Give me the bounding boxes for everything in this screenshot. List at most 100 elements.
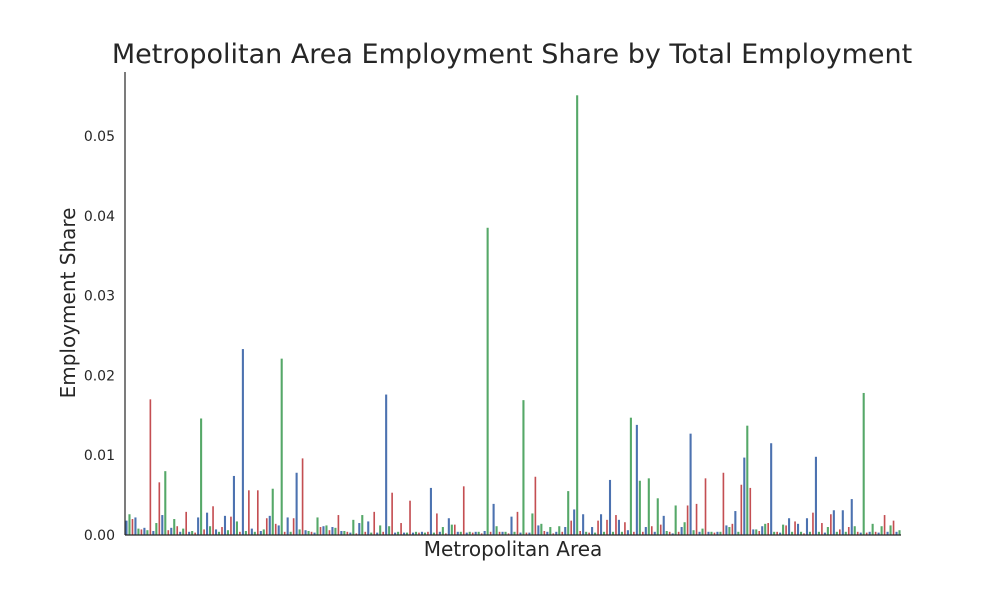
bar xyxy=(411,532,415,535)
y-axis-label: Employment Share xyxy=(56,208,80,399)
bar xyxy=(537,525,540,535)
bar xyxy=(343,531,346,535)
bar xyxy=(331,527,334,535)
bar xyxy=(429,487,432,535)
bar xyxy=(322,526,325,535)
bar xyxy=(173,519,176,535)
bar xyxy=(235,521,238,535)
bar xyxy=(534,476,537,535)
bar xyxy=(606,519,608,535)
bar xyxy=(898,530,901,535)
bar xyxy=(680,527,683,535)
bar xyxy=(799,531,803,535)
bar xyxy=(722,472,725,535)
bar xyxy=(492,503,495,535)
bar xyxy=(558,526,561,535)
bar xyxy=(146,530,149,535)
bar xyxy=(794,521,796,535)
bar xyxy=(477,531,480,535)
bar xyxy=(352,519,355,535)
bar xyxy=(585,531,588,535)
bar xyxy=(432,532,435,535)
bar xyxy=(176,526,179,535)
bar xyxy=(889,525,892,535)
bar xyxy=(268,515,271,535)
bar xyxy=(143,527,146,535)
bar xyxy=(397,531,400,535)
bar xyxy=(483,531,486,535)
bar xyxy=(764,523,767,535)
bar xyxy=(549,527,552,535)
bar xyxy=(206,512,209,535)
bar xyxy=(707,531,710,535)
bar xyxy=(791,531,794,535)
bar xyxy=(611,531,615,535)
bar xyxy=(826,527,829,535)
bar xyxy=(182,528,185,535)
bar xyxy=(591,527,594,535)
bar xyxy=(385,394,388,535)
bar xyxy=(540,523,543,535)
bar xyxy=(546,531,549,535)
bar xyxy=(137,528,140,535)
bar xyxy=(358,523,361,535)
bar xyxy=(244,531,247,535)
bar xyxy=(543,531,546,535)
bar xyxy=(796,523,800,535)
bar xyxy=(552,533,555,535)
bar xyxy=(686,505,689,535)
bar xyxy=(617,519,620,535)
bar xyxy=(853,526,856,535)
bar xyxy=(164,471,167,535)
y-axis-ticks: 0.00 0.01 0.02 0.03 0.04 0.05 xyxy=(84,129,115,544)
bar xyxy=(576,95,579,536)
bar xyxy=(620,531,623,535)
bar xyxy=(465,532,468,535)
bar xyxy=(310,531,313,535)
bar xyxy=(773,531,776,535)
bar xyxy=(785,525,787,535)
bar xyxy=(239,531,241,535)
bar xyxy=(152,531,155,535)
bar xyxy=(650,526,653,535)
bar xyxy=(683,522,686,535)
bar xyxy=(286,517,289,535)
bar xyxy=(728,527,731,535)
bar xyxy=(265,518,268,535)
bar xyxy=(158,482,161,535)
bar xyxy=(761,526,764,535)
bar xyxy=(647,478,650,535)
bar xyxy=(226,530,230,535)
bar xyxy=(253,531,256,535)
bar xyxy=(307,531,310,535)
bar xyxy=(602,531,606,535)
bar xyxy=(892,520,895,535)
bar xyxy=(830,514,832,535)
bar xyxy=(877,532,880,535)
bar xyxy=(459,531,462,535)
bar xyxy=(671,533,674,535)
bar xyxy=(504,531,507,535)
bar xyxy=(283,531,286,535)
bar xyxy=(716,531,719,535)
bar xyxy=(262,529,265,535)
bar xyxy=(862,392,865,535)
bar xyxy=(803,533,805,535)
bar xyxy=(704,478,707,535)
bar xyxy=(522,400,525,535)
bar xyxy=(674,505,677,535)
bar xyxy=(445,533,447,535)
bar xyxy=(847,527,850,535)
bar xyxy=(214,529,218,535)
bar xyxy=(812,512,814,535)
bar xyxy=(510,516,513,535)
bar xyxy=(779,532,782,535)
bar xyxy=(594,532,597,535)
bar xyxy=(567,491,570,535)
bar xyxy=(140,529,143,535)
bar xyxy=(450,524,453,535)
bar xyxy=(197,517,200,535)
bar xyxy=(895,531,898,535)
bar xyxy=(835,531,838,535)
